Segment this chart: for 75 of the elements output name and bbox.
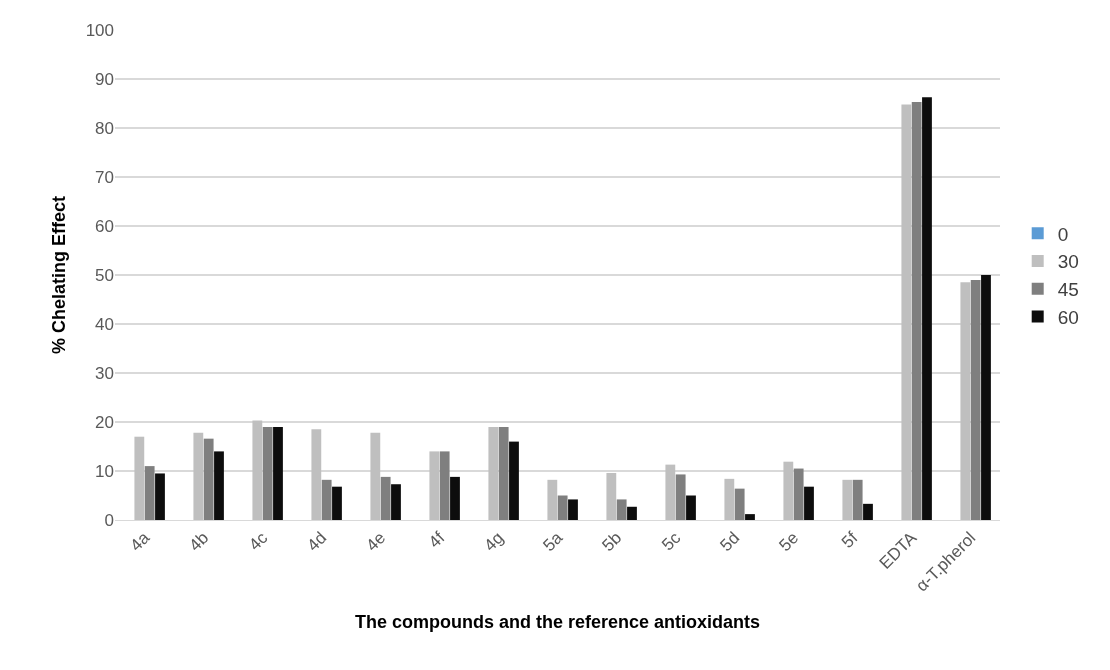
x-tick-label: 4f [424,528,449,552]
x-tick-label: 4g [480,528,508,556]
y-tick-label: 30 [95,363,114,383]
bar [686,495,696,520]
bar [568,499,578,520]
bar [783,461,794,520]
bar [144,466,155,520]
bar [616,499,627,520]
bar [509,441,519,520]
bar [321,479,332,520]
bar [311,429,322,520]
bar [901,104,912,520]
bar [262,426,273,520]
x-tick-label: 4d [303,528,331,556]
x-tick-label: 4a [126,527,154,556]
x-tick-label: 5f [837,528,862,552]
legend-label: 45 [1057,279,1079,301]
bar [960,282,971,520]
bar [922,97,932,520]
bar [745,514,755,520]
bar [273,426,283,520]
x-tick-label: 5a [539,527,567,556]
bar [332,486,342,520]
bar [970,279,981,520]
legend-label: 60 [1057,306,1079,328]
x-tick-label: 4e [362,528,390,556]
bar [439,451,450,520]
y-tick-label: 100 [85,20,114,40]
bar [488,426,499,520]
x-tick-label: 5c [658,527,685,555]
y-tick-label: 20 [95,412,114,432]
bar [852,479,863,520]
y-tick-label: 60 [95,216,114,236]
x-tick-label: 5e [775,528,803,556]
bar [734,488,745,520]
bar [380,476,391,520]
x-axis-title: The compounds and the reference antioxidants [354,611,761,632]
y-tick-label: 10 [95,461,114,481]
bar [606,472,617,520]
y-tick-label: 90 [95,69,114,89]
x-tick-label: 5b [598,528,626,556]
y-tick-label: 80 [95,118,114,138]
bar [842,479,853,520]
bar [793,468,804,520]
bar [450,476,460,520]
bar [557,495,568,520]
bar [155,473,165,520]
bar [203,438,214,520]
legend-label: 0 [1057,223,1069,245]
bar [214,451,224,520]
y-tick-label: 0 [104,510,114,530]
bar [370,432,381,520]
bar [863,503,873,520]
bar [547,479,558,520]
bar [252,420,263,520]
bar [665,464,676,520]
x-tick-label: 4b [185,528,213,556]
bar [724,478,735,520]
y-axis-title: % Chelating Effect [48,195,69,355]
bar [193,432,204,520]
legend-label: 30 [1057,251,1079,273]
bar [675,474,686,520]
bar [911,102,922,520]
bar [134,436,145,520]
bar [804,486,814,520]
y-tick-label: 70 [95,167,114,187]
bar [391,484,401,520]
bar [627,506,637,520]
x-tick-label: 5d [716,528,744,556]
y-tick-label: 50 [95,265,114,285]
bar [498,426,509,520]
bar [981,275,991,520]
y-tick-label: 40 [95,314,114,334]
bar [429,451,440,520]
x-tick-label: 4c [245,527,272,555]
